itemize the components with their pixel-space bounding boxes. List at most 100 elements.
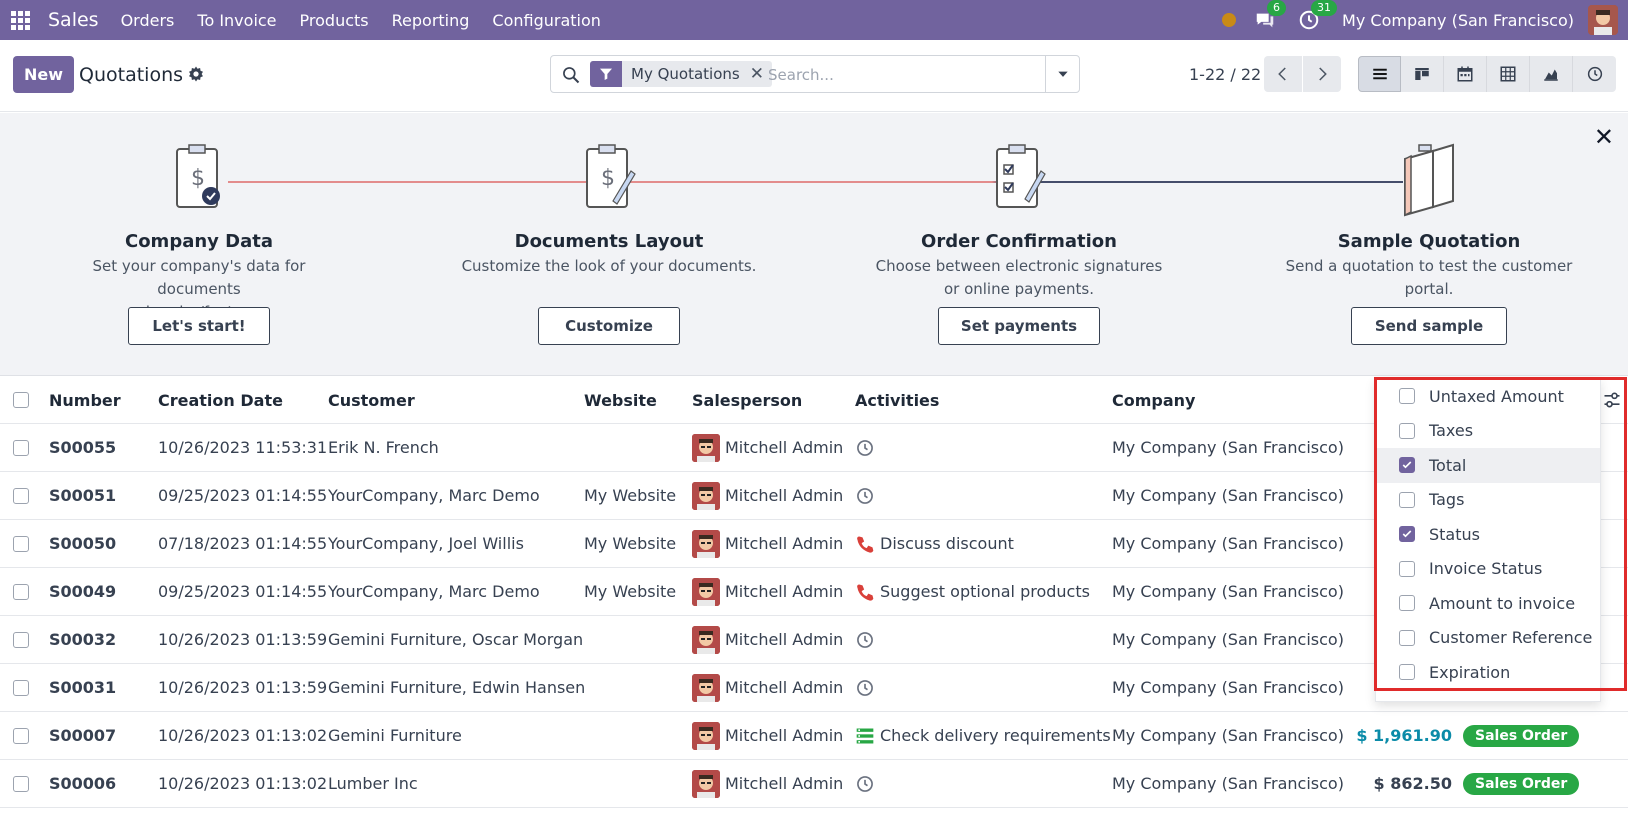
search-options-toggle[interactable] — [1045, 56, 1079, 92]
row-checkbox[interactable] — [13, 664, 29, 711]
customer-name: YourCompany, Marc Demo — [328, 486, 540, 505]
optional-column-expiration[interactable]: Expiration — [1376, 655, 1600, 690]
order-number: S00051 — [49, 486, 117, 505]
optional-column-invoice-status[interactable]: Invoice Status — [1376, 552, 1600, 587]
nav-reporting[interactable]: Reporting — [391, 10, 470, 30]
presence-status-icon[interactable] — [1222, 13, 1237, 27]
graph-view-button[interactable] — [1530, 56, 1573, 92]
gear-icon[interactable] — [187, 65, 205, 83]
checkbox-unchecked-icon[interactable] — [1399, 422, 1415, 439]
checkbox-unchecked-icon[interactable] — [1399, 664, 1415, 681]
select-all-checkbox[interactable] — [13, 377, 29, 423]
activities-cell[interactable]: Discuss discount — [855, 520, 1014, 567]
optional-column-customer-reference[interactable]: Customer Reference — [1376, 621, 1600, 656]
messages-icon[interactable]: 6 — [1254, 0, 1287, 31]
clock-icon[interactable] — [855, 438, 875, 458]
table-row[interactable]: S00049 09/25/2023 01:14:55 YourCompany, Ma… — [0, 568, 1628, 616]
table-row[interactable]: S00007 10/26/2023 01:13:02 Gemini Furnitur… — [0, 712, 1628, 760]
activities-cell[interactable]: Suggest optional products — [855, 568, 1090, 615]
clock-icon[interactable] — [855, 678, 875, 698]
checkbox-unchecked-icon[interactable] — [1399, 388, 1415, 405]
row-checkbox[interactable] — [13, 424, 29, 471]
clock-icon[interactable] — [855, 486, 875, 506]
app-brand[interactable]: Sales — [48, 9, 99, 31]
close-icon[interactable]: ✕ — [1593, 123, 1614, 151]
column-company[interactable]: Company — [1112, 390, 1196, 410]
optional-column-untaxed-amount[interactable]: Untaxed Amount — [1376, 379, 1600, 414]
activities-cell[interactable]: Check delivery requirements — [855, 712, 1111, 759]
table-row[interactable]: S00051 09/25/2023 01:14:55 YourCompany, Ma… — [0, 472, 1628, 520]
clock-icon[interactable] — [855, 774, 875, 794]
facet-remove-icon[interactable]: ✕ — [749, 64, 764, 84]
checkbox-unchecked-icon[interactable] — [1399, 491, 1415, 508]
activities-cell[interactable] — [855, 760, 875, 807]
calendar-view-button[interactable] — [1444, 56, 1487, 92]
column-salesperson[interactable]: Salesperson — [692, 390, 803, 410]
customer-name: Lumber Inc — [328, 774, 418, 793]
new-button[interactable]: New — [13, 56, 74, 93]
salesperson-name: Mitchell Admin — [725, 774, 844, 793]
page-title: Quotations — [79, 64, 184, 86]
customize-button[interactable]: Customize — [538, 307, 680, 345]
activities-cell[interactable] — [855, 616, 875, 663]
column-website[interactable]: Website — [584, 390, 657, 410]
column-activities[interactable]: Activities — [855, 390, 940, 410]
table-row[interactable]: S00006 10/26/2023 01:13:02 Lumber Inc Mitch… — [0, 760, 1628, 808]
activities-cell[interactable] — [855, 664, 875, 711]
pivot-view-button[interactable] — [1487, 56, 1530, 92]
company-name: My Company (San Francisco) — [1112, 774, 1344, 793]
list-view-button[interactable] — [1358, 56, 1401, 92]
lets-start-button[interactable]: Let's start! — [128, 307, 270, 345]
salesperson-name: Mitchell Admin — [725, 582, 844, 601]
pivot-view-icon — [1500, 66, 1516, 82]
nav-to-invoice[interactable]: To Invoice — [197, 10, 277, 30]
column-creation-date[interactable]: Creation Date — [158, 390, 283, 410]
pager-next-button[interactable] — [1303, 56, 1341, 92]
table-row[interactable]: S00032 10/26/2023 01:13:59 Gemini Furnitur… — [0, 616, 1628, 664]
checkbox-unchecked-icon[interactable] — [1399, 560, 1415, 577]
optional-column-label: Status — [1429, 524, 1480, 544]
nav-configuration[interactable]: Configuration — [492, 10, 601, 30]
nav-products[interactable]: Products — [299, 10, 369, 30]
table-row[interactable]: S00055 10/26/2023 11:53:31 Erik N. French M… — [0, 424, 1628, 472]
optional-column-amount-to-invoice[interactable]: Amount to invoice — [1376, 586, 1600, 621]
user-avatar[interactable] — [1588, 5, 1618, 35]
row-checkbox[interactable] — [13, 568, 29, 615]
optional-column-total[interactable]: Total — [1376, 448, 1600, 483]
pager-value[interactable]: 1-22 / 22 — [1189, 65, 1262, 84]
checkbox-unchecked-icon[interactable] — [1399, 629, 1415, 646]
activities-cell[interactable] — [855, 472, 875, 519]
row-checkbox[interactable] — [13, 760, 29, 807]
send-sample-button[interactable]: Send sample — [1351, 307, 1507, 345]
nav-orders[interactable]: Orders — [120, 10, 175, 30]
optional-columns-sliders-icon[interactable] — [1602, 390, 1622, 410]
activities-cell[interactable] — [855, 424, 875, 471]
kanban-view-button[interactable] — [1401, 56, 1444, 92]
table-row[interactable]: S00031 10/26/2023 01:13:59 Gemini Furnitur… — [0, 664, 1628, 712]
activity-view-button[interactable] — [1573, 56, 1616, 92]
checkbox-checked-icon[interactable] — [1399, 526, 1415, 543]
row-checkbox[interactable] — [13, 520, 29, 567]
row-checkbox[interactable] — [13, 616, 29, 663]
row-checkbox[interactable] — [13, 472, 29, 519]
creation-date: 10/26/2023 01:13:59 — [158, 630, 328, 649]
set-payments-button[interactable]: Set payments — [938, 307, 1100, 345]
apps-menu-icon[interactable] — [0, 0, 40, 40]
column-customer[interactable]: Customer — [328, 390, 415, 410]
optional-column-tags[interactable]: Tags — [1376, 483, 1600, 518]
optional-column-taxes[interactable]: Taxes — [1376, 414, 1600, 449]
order-number: S00006 — [49, 774, 117, 793]
search-input[interactable] — [768, 64, 1018, 86]
status-badge: Sales Order — [1463, 760, 1580, 807]
company-switcher[interactable]: My Company (San Francisco) — [1342, 10, 1574, 30]
checkbox-unchecked-icon[interactable] — [1399, 595, 1415, 612]
pager-previous-button[interactable] — [1264, 56, 1302, 92]
row-checkbox[interactable] — [13, 712, 29, 759]
clock-icon[interactable] — [855, 630, 875, 650]
optional-column-status[interactable]: Status — [1376, 517, 1600, 552]
step-title: Order Confirmation — [921, 231, 1117, 252]
checkbox-checked-icon[interactable] — [1399, 457, 1415, 474]
column-number[interactable]: Number — [49, 390, 121, 410]
activities-clock-icon[interactable]: 31 — [1298, 0, 1338, 31]
table-row[interactable]: S00050 07/18/2023 01:14:55 YourCompany, Jo… — [0, 520, 1628, 568]
